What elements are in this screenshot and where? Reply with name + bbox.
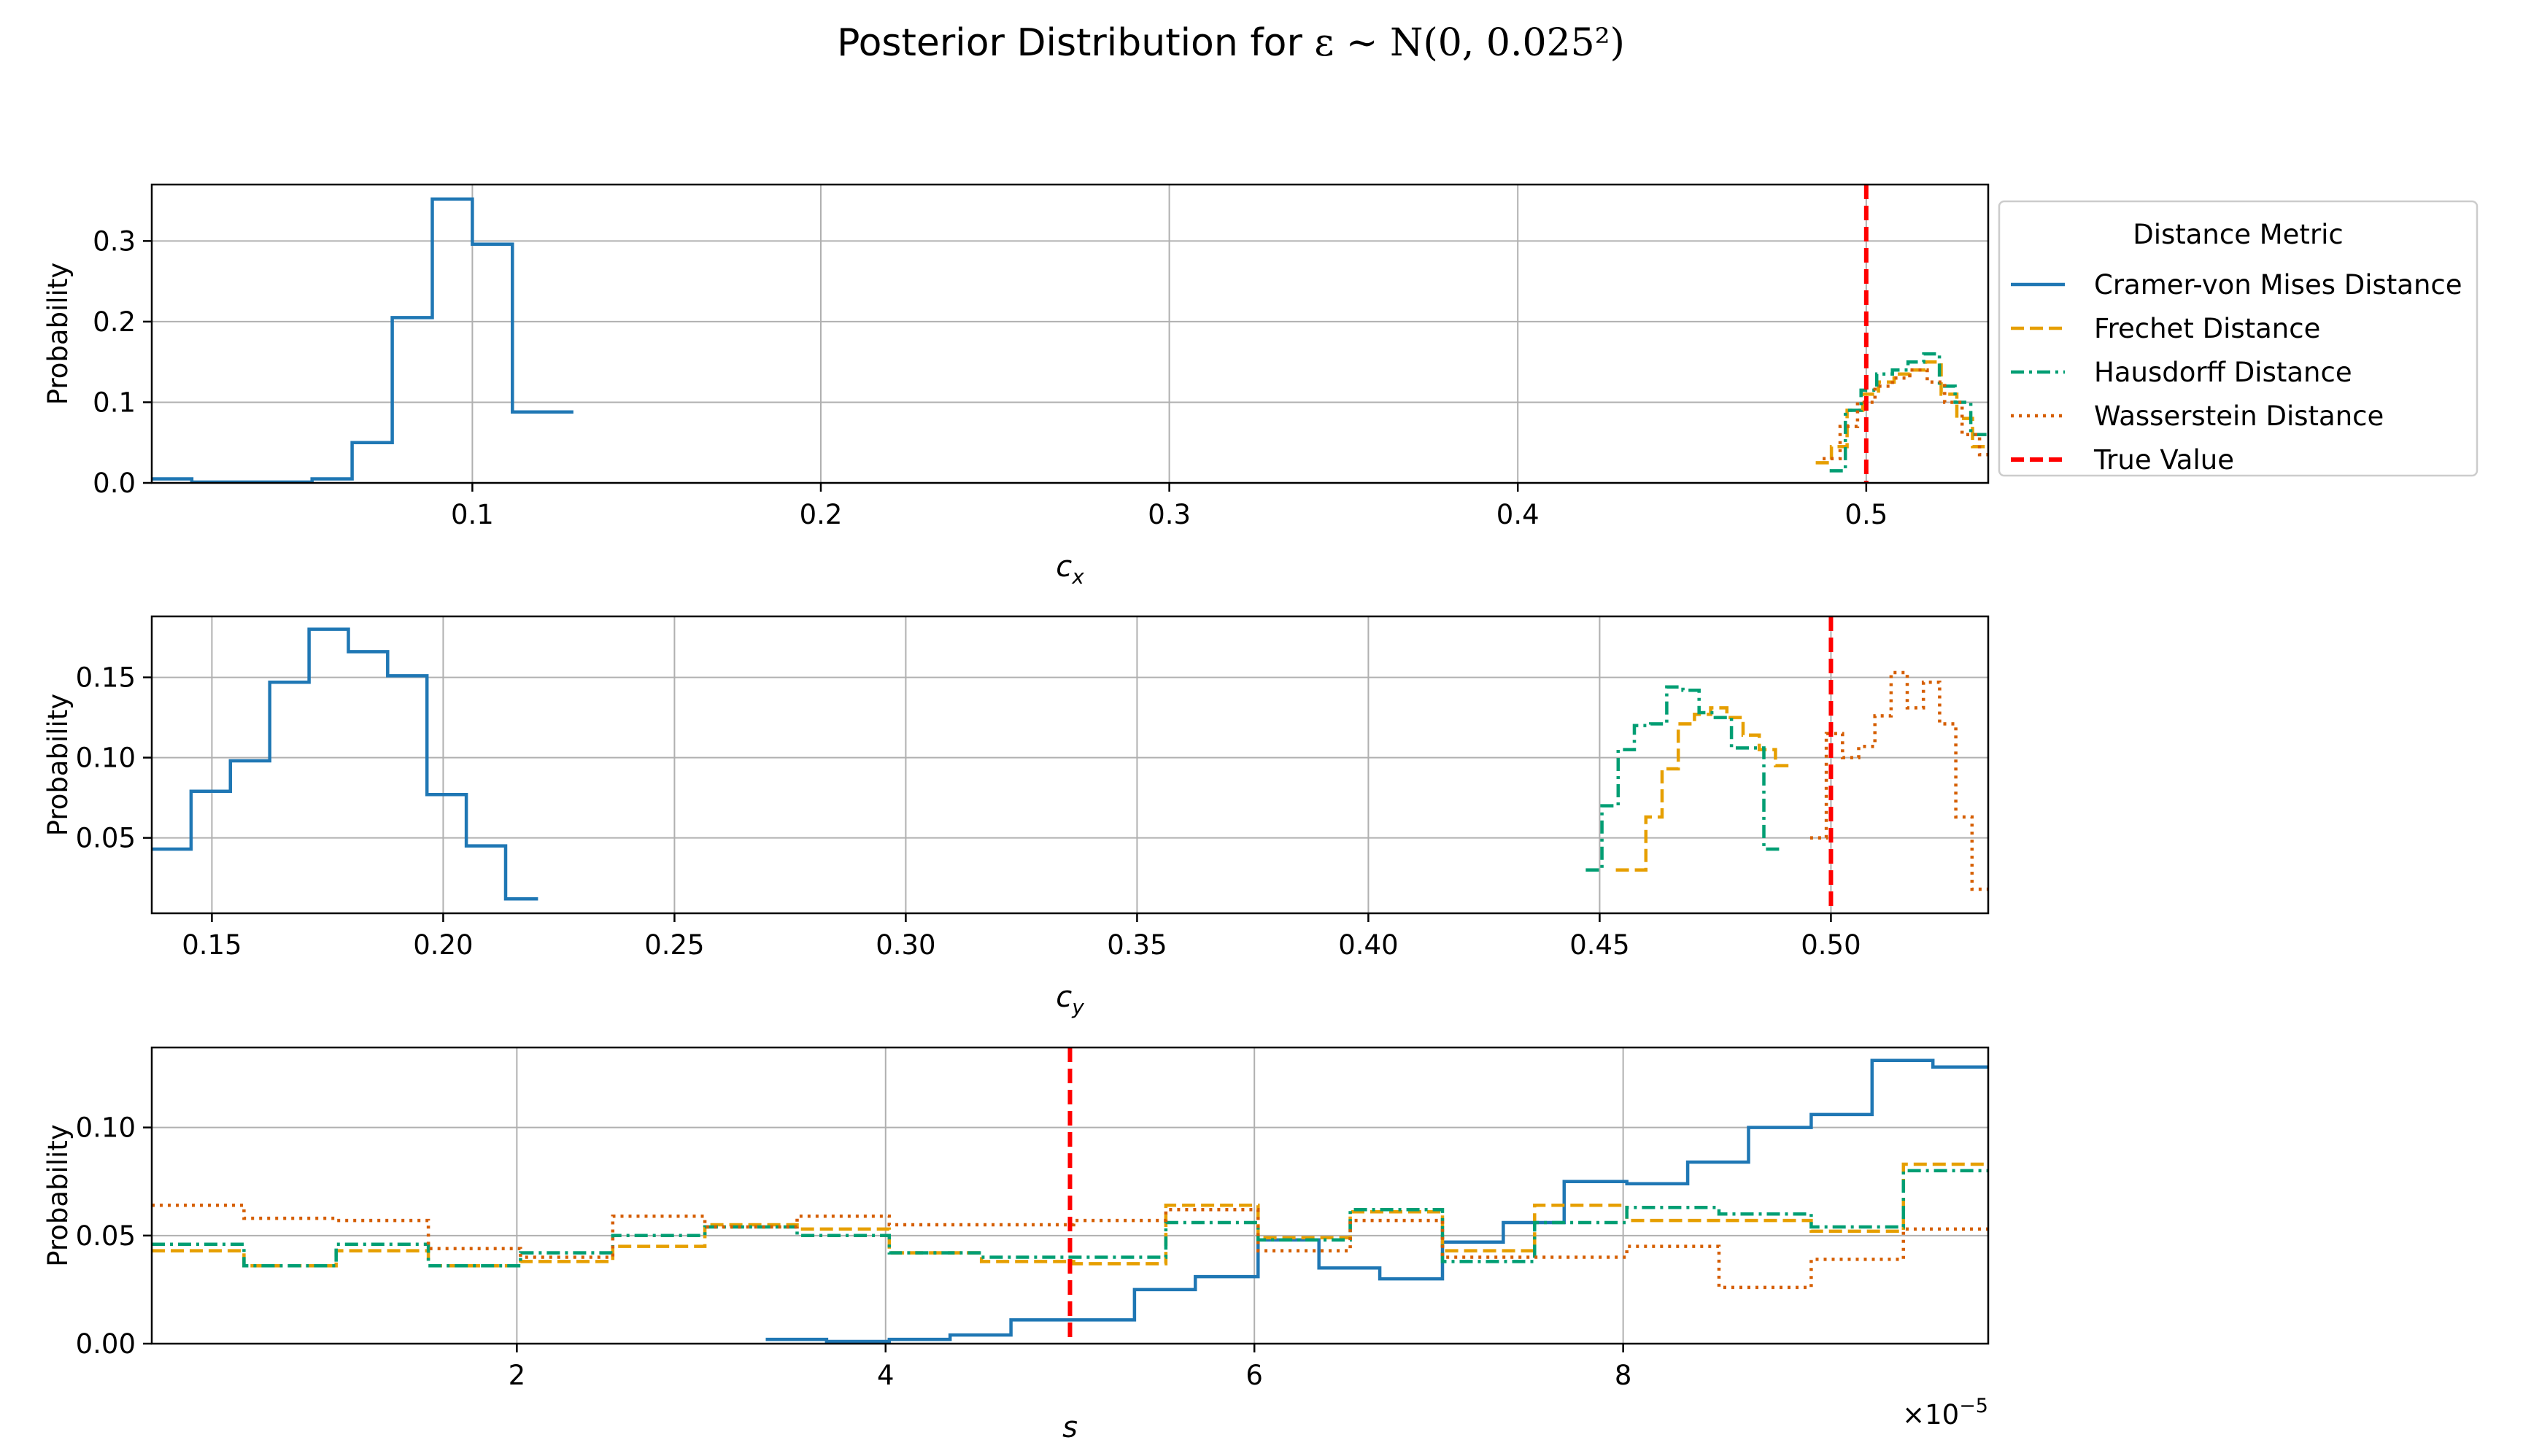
legend-label: True Value: [2093, 444, 2234, 476]
series-hausdorff-distance: [1829, 352, 1987, 473]
x-tick-label: 0.2: [800, 499, 843, 530]
legend-label: Frechet Distance: [2094, 313, 2320, 344]
legend-item-cramer-von-mises-distance: Cramer-von Mises Distance: [2011, 269, 2462, 301]
y-tick-label: 0.05: [76, 1220, 136, 1252]
x-tick-label: 0.4: [1496, 499, 1540, 530]
series-cramer-von-mises-distance: [765, 1058, 1988, 1344]
gridlines: [152, 616, 1988, 913]
legend: Distance Metric Cramer-von Mises Distance…: [1998, 200, 2479, 477]
x-axis-label: cx: [1056, 550, 1084, 589]
legend-label: Cramer-von Mises Distance: [2094, 269, 2462, 301]
axes-frame: [150, 1046, 1990, 1345]
series-wasserstein-distance: [1809, 670, 1988, 891]
y-tick-label: 0.10: [76, 743, 136, 774]
x-offset-text: ×10−5: [1902, 1395, 1988, 1430]
x-tick-label: 0.1: [451, 499, 494, 530]
series-frechet-distance: [1815, 360, 1988, 465]
x-tick-label: 0.3: [1148, 499, 1191, 530]
y-tick-label: 0.0: [93, 468, 136, 499]
gridlines: [152, 185, 1988, 484]
legend-item-wasserstein-distance: Wasserstein Distance: [2011, 400, 2384, 432]
figure-title-math: ε ~ N(0, 0.025²): [1314, 21, 1625, 65]
x-tick-label: 0.25: [644, 929, 704, 961]
x-tick-label: 0.45: [1569, 929, 1629, 961]
x-tick-label: 0.5: [1844, 499, 1888, 530]
y-axis-label: Probability: [42, 263, 74, 406]
figure-title-text: Posterior Distribution for: [837, 21, 1314, 65]
series-hausdorff-distance: [1585, 685, 1782, 872]
legend-item-true-value: True Value: [2011, 444, 2234, 476]
y-tick-label: 0.00: [76, 1328, 136, 1360]
subplot-2: 0.15 0.20 0.25 0.30 0.35 0.40 0.45 0.50 0.05 0.10…: [42, 615, 1990, 1019]
y-tick-label: 0.1: [93, 387, 136, 418]
y-tick-label: 0.05: [76, 823, 136, 854]
subplot-1: 0.1 0.2 0.3 0.4 0.5 0.0 0.1 0.2 0.3 Probability cx: [42, 183, 1990, 589]
subplots: 0.1 0.2 0.3 0.4 0.5 0.0 0.1 0.2 0.3 Probability cx…: [42, 183, 1990, 1444]
y-tick-label: 0.10: [76, 1112, 136, 1144]
series-hausdorff-distance: [152, 1169, 1988, 1268]
axes-frame: [150, 615, 1990, 915]
x-tick-label: 6: [1245, 1360, 1263, 1391]
legend-item-frechet-distance: Frechet Distance: [2011, 313, 2320, 344]
x-tick-label: 0.50: [1801, 929, 1861, 961]
legend-item-hausdorff-distance: Hausdorff Distance: [2011, 357, 2352, 388]
x-tick-label: 4: [877, 1360, 895, 1391]
y-tick-label: 0.2: [93, 306, 136, 338]
legend-box: [1998, 200, 2479, 477]
legend-label: Wasserstein Distance: [2094, 400, 2384, 432]
series-group: [152, 1048, 1988, 1344]
y-axis-label: Probability: [42, 694, 74, 837]
x-tick-label: 0.30: [876, 929, 935, 961]
legend-label: Hausdorff Distance: [2094, 357, 2352, 388]
x-tick-label: 8: [1615, 1360, 1632, 1391]
series-group: [152, 616, 1988, 913]
series-cramer-von-mises-distance: [152, 627, 538, 901]
series-group: [152, 185, 1988, 483]
axes-frame: [150, 183, 1990, 484]
y-tick-label: 0.3: [93, 225, 136, 257]
x-tick-label: 0.40: [1338, 929, 1398, 961]
legend-title: Distance Metric: [2133, 219, 2344, 250]
x-tick-label: 0.35: [1107, 929, 1167, 961]
y-axis-label: Probability: [42, 1124, 74, 1267]
x-axis-label: cy: [1056, 980, 1084, 1019]
y-tick-label: 0.15: [76, 662, 136, 694]
x-tick-label: 0.20: [413, 929, 473, 961]
x-tick-label: 0.15: [182, 929, 242, 961]
x-axis-label: s: [1062, 1411, 1078, 1444]
x-tick-label: 2: [509, 1360, 526, 1391]
figure-title: Posterior Distribution for ε ~ N(0, 0.02…: [837, 21, 1625, 65]
